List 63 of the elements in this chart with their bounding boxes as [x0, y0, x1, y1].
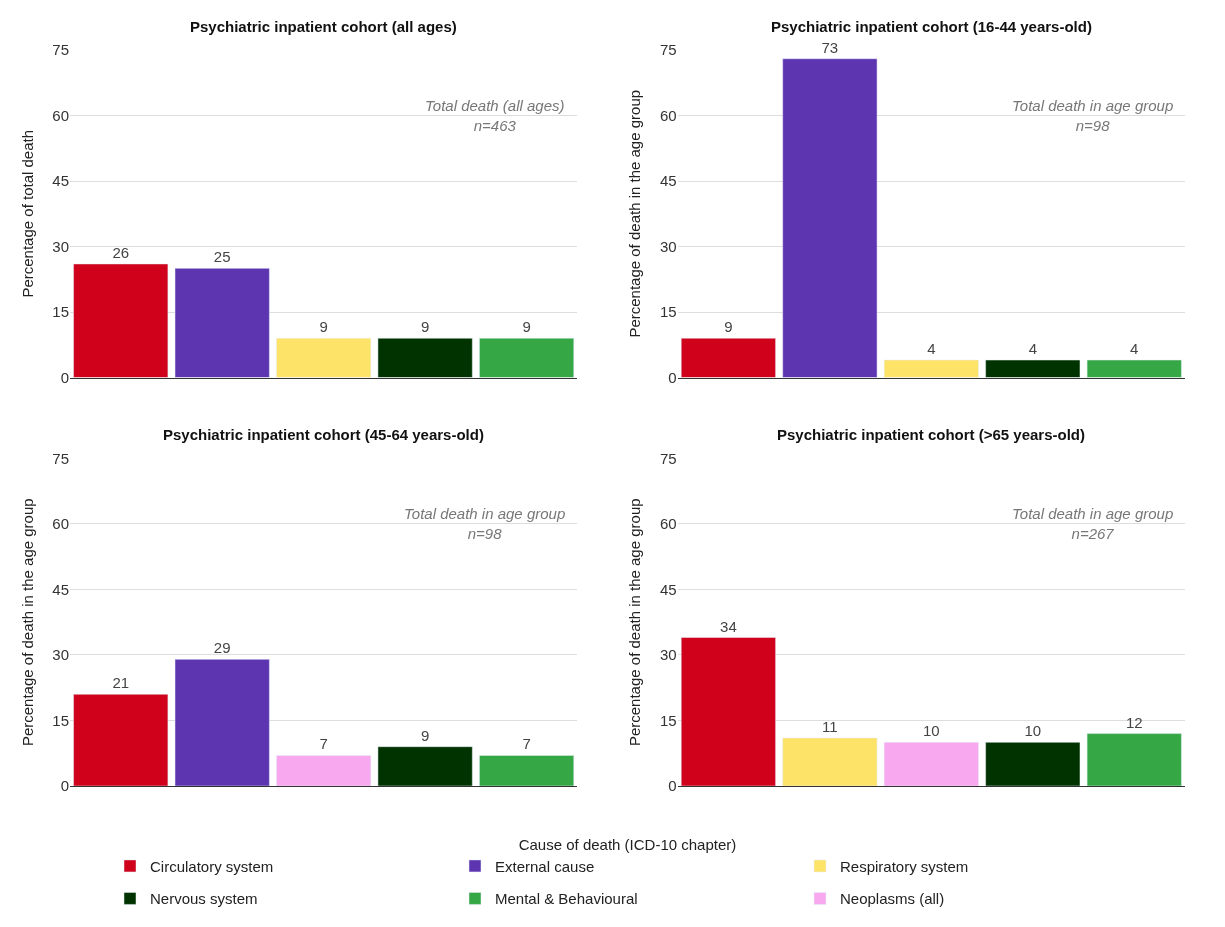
- data-label: 12: [1125, 713, 1143, 731]
- y-tick-label: 0: [668, 777, 677, 795]
- y-tick-label: 60: [52, 515, 69, 533]
- data-label: 7: [522, 735, 531, 753]
- y-tick-label: 30: [659, 237, 677, 255]
- data-label: 21: [112, 674, 130, 692]
- data-label: 7: [319, 735, 328, 753]
- y-tick-label: 45: [52, 580, 69, 598]
- data-label: 9: [522, 318, 531, 336]
- chart-title: Psychiatric inpatient cohort (>65 years-old): [777, 426, 1086, 443]
- y-tick-label: 30: [52, 646, 69, 664]
- y-tick-label: 45: [659, 580, 677, 598]
- data-label: 4: [1028, 340, 1037, 358]
- legend-label: Circulatory system: [150, 857, 274, 875]
- data-label: 9: [420, 318, 430, 336]
- legend-label: Nervous system: [150, 890, 258, 908]
- y-axis-title: Percentage of death in the age group: [626, 498, 644, 747]
- data-label: 73: [821, 38, 839, 56]
- legend-label: External cause: [495, 857, 595, 875]
- y-tick-label: 15: [659, 303, 677, 321]
- data-label: 26: [112, 243, 130, 261]
- y-axis-title: Percentage of death in the age group: [18, 498, 36, 747]
- annotation: Total death in age group n=98: [404, 505, 566, 542]
- data-label: 29: [213, 639, 231, 657]
- data-label: 11: [822, 717, 838, 735]
- chart-title: Psychiatric inpatient cohort (16-44 years-old): [771, 18, 1092, 35]
- legend-label: Respiratory system: [840, 857, 969, 875]
- y-tick-label: 0: [60, 777, 69, 795]
- y-tick-label: 15: [659, 711, 677, 729]
- data-label: 34: [720, 617, 737, 635]
- legend-label: Neoplasms (all): [840, 890, 945, 908]
- annotation: Total death (all ages) n=463: [425, 97, 565, 134]
- annotation: Total death in age group n=98: [1012, 97, 1174, 134]
- annotation: Total death in age group n=267: [1012, 505, 1174, 542]
- y-tick-label: 75: [52, 449, 69, 467]
- y-tick-label: 45: [659, 172, 677, 190]
- data-label: 10: [922, 722, 940, 740]
- chart-title: Psychiatric inpatient cohort (45-64 years-old): [163, 426, 484, 443]
- y-tick-label: 75: [659, 449, 677, 467]
- legend-title: Cause of death (ICD-10 chapter): [518, 835, 737, 853]
- y-tick-label: 30: [659, 646, 677, 664]
- y-tick-label: 60: [52, 106, 69, 124]
- data-label: 10: [1024, 722, 1042, 740]
- y-axis-title: Percentage of death in the age group: [626, 89, 644, 338]
- chart-title: Psychiatric inpatient cohort (all ages): [190, 18, 457, 35]
- y-tick-label: 60: [659, 106, 677, 124]
- data-label: 9: [724, 318, 733, 336]
- legend-label: Mental & Behavioural: [495, 890, 638, 908]
- y-tick-label: 0: [60, 368, 69, 386]
- y-tick-label: 45: [52, 172, 69, 190]
- data-label: 9: [319, 318, 328, 336]
- y-tick-label: 75: [659, 41, 677, 59]
- y-tick-label: 75: [52, 41, 69, 59]
- data-label: 25: [213, 248, 231, 266]
- data-label: 4: [1130, 340, 1139, 358]
- y-tick-label: 15: [52, 711, 69, 729]
- y-tick-label: 30: [52, 237, 69, 255]
- y-tick-label: 60: [659, 515, 677, 533]
- y-tick-label: 0: [668, 368, 677, 386]
- y-axis-title: Percentage of total death: [18, 129, 36, 298]
- data-label: 9: [420, 726, 430, 744]
- data-label: 4: [927, 340, 936, 358]
- y-tick-label: 15: [52, 303, 69, 321]
